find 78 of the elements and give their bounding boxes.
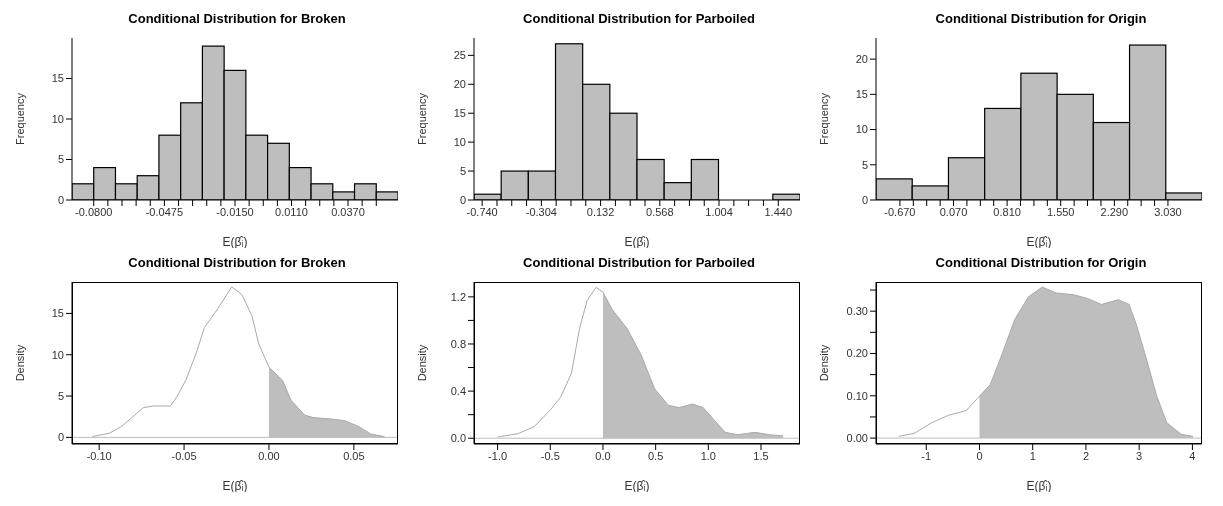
y-tick-label: 5 [57, 153, 64, 166]
x-tick-label: -0.0150 [216, 205, 254, 218]
x-tick-label: 1.5 [753, 449, 769, 462]
x-axis-title: E(β̂ᵢ) [624, 235, 650, 249]
x-axis-title: E(β̂ᵢ) [222, 235, 248, 249]
y-tick-label: 10 [51, 348, 64, 361]
y-axis-title: Density [13, 344, 26, 382]
y-tick-label: 0.10 [846, 389, 868, 402]
x-tick-label: 0.0 [595, 449, 611, 462]
y-tick-label: 0.30 [846, 305, 868, 318]
y-axis-title: Frequency [415, 92, 428, 145]
x-tick-label: 3.030 [1154, 205, 1182, 218]
x-tick-label: 0.00 [258, 449, 280, 462]
y-tick-label: 0.00 [846, 431, 868, 444]
x-tick-label: 0.5 [648, 449, 664, 462]
x-tick-label: -0.05 [171, 449, 197, 462]
x-tick-label: -0.10 [86, 449, 112, 462]
chart-title: Conditional Distribution for Broken [127, 10, 347, 28]
x-tick-label: -0.740 [466, 205, 498, 218]
y-tick-label: 15 [51, 72, 64, 85]
y-tick-label: 15 [51, 307, 64, 320]
y-tick-label: 5 [861, 158, 868, 171]
x-axis-title: E(β̂ᵢ) [1026, 235, 1052, 249]
x-tick-label: 0.0110 [275, 205, 308, 218]
y-tick-label: 5 [459, 164, 466, 177]
y-tick-label: 0 [57, 431, 64, 444]
x-tick-label: -0.5 [540, 449, 560, 462]
y-tick-label: 0.4 [450, 385, 466, 397]
x-tick-label: 0.568 [646, 205, 674, 218]
x-tick-label: 0.132 [586, 205, 615, 218]
y-tick-label: 20 [453, 78, 466, 91]
x-tick-label: 3 [1136, 449, 1143, 462]
y-tick-label: 10 [855, 123, 868, 136]
x-tick-label: 1 [1029, 449, 1036, 462]
y-tick-label: 10 [453, 136, 466, 149]
x-tick-label: -0.670 [884, 205, 916, 218]
y-tick-label: 15 [453, 107, 466, 120]
y-tick-label: 20 [855, 53, 868, 66]
x-tick-label: -0.0800 [75, 205, 113, 218]
x-tick-label: -1.0 [488, 449, 508, 462]
chart-title: Conditional Distribution for Parboiled [522, 10, 756, 28]
y-axis-title: Density [817, 344, 830, 382]
y-tick-label: 25 [453, 49, 466, 62]
chart-title: Conditional Distribution for Origin [934, 254, 1148, 272]
x-tick-label: 0.070 [939, 205, 968, 218]
x-axis-title: E(β̂ᵢ) [1026, 479, 1052, 493]
x-tick-label: 1.550 [1046, 205, 1075, 218]
x-tick-label: 0.0370 [331, 205, 365, 218]
x-tick-label: 0.810 [993, 205, 1021, 218]
y-tick-label: 0 [861, 193, 868, 206]
y-axis-title: Frequency [13, 92, 26, 145]
y-tick-label: 0 [57, 193, 64, 206]
y-tick-label: 0.20 [846, 347, 868, 360]
y-tick-label: 0.8 [450, 337, 466, 350]
x-tick-label: 2.290 [1100, 205, 1129, 218]
x-tick-label: -1 [921, 449, 932, 462]
chart-title: Conditional Distribution for Origin [934, 10, 1148, 28]
x-tick-label: 0 [976, 449, 983, 462]
x-tick-label: 1.004 [705, 205, 733, 218]
chart-title: Conditional Distribution for Broken [127, 254, 347, 272]
y-axis-title: Density [415, 344, 428, 382]
x-tick-label: 2 [1082, 449, 1090, 462]
x-axis-title: E(β̂ᵢ) [222, 479, 248, 493]
y-axis-title: Frequency [817, 92, 830, 145]
y-tick-label: 5 [57, 389, 64, 402]
y-tick-label: 10 [51, 112, 64, 125]
x-tick-label: 1.0 [700, 449, 716, 462]
x-axis-title: E(β̂ᵢ) [624, 479, 650, 493]
x-tick-label: -0.0475 [145, 205, 184, 218]
chart-title: Conditional Distribution for Parboiled [522, 254, 756, 272]
x-tick-label: 4 [1189, 449, 1196, 462]
y-tick-label: 0 [459, 193, 466, 206]
x-tick-label: 1.440 [764, 205, 793, 218]
x-tick-label: 0.05 [343, 449, 365, 462]
y-tick-label: 15 [855, 88, 868, 101]
x-tick-label: -0.304 [525, 205, 557, 218]
y-tick-label: 0.0 [450, 432, 466, 445]
y-tick-label: 1.2 [450, 290, 466, 303]
